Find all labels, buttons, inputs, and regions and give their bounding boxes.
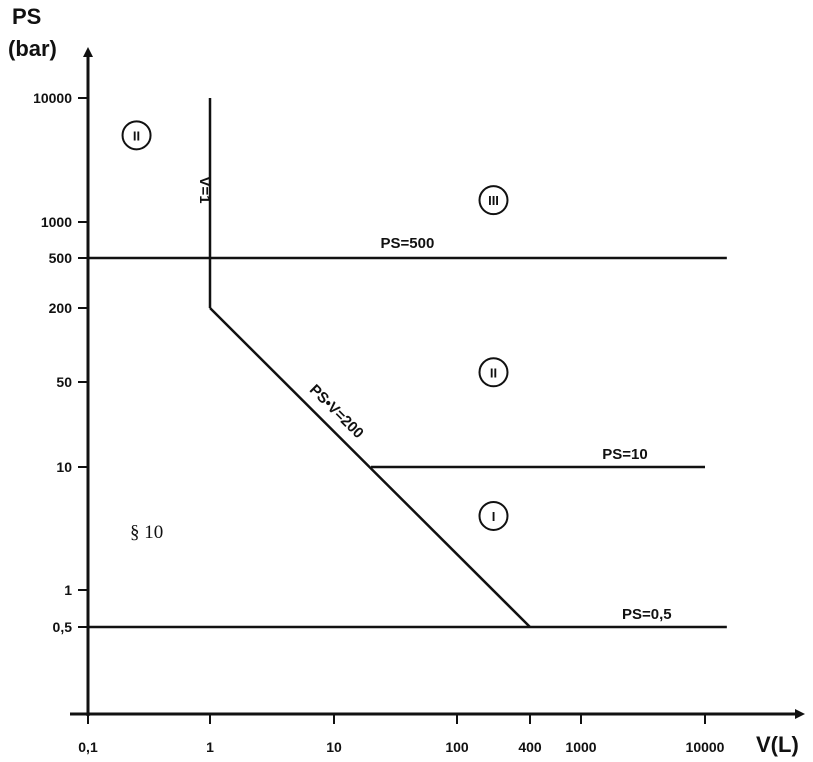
x-tick-label: 100 [445,739,469,755]
zone-circle [478,357,509,388]
label-ps-10: PS=10 [602,446,647,463]
y-tick-label: 10 [56,459,72,475]
y-tick-label: 1000 [41,214,72,230]
x-tick-label: 400 [518,739,542,755]
zone-label: I [492,509,496,524]
y-axis-title-line1: PS [12,4,41,29]
x-tick-label: 10 [326,739,342,755]
y-tick-label: 500 [49,250,73,266]
y-axis-title-line2: (bar) [8,36,57,61]
x-tick-label: 10000 [686,739,725,755]
y-tick-label: 200 [49,300,73,316]
zone-circle [478,500,509,531]
paragraph-annotation: § 10 [130,522,163,543]
zone-label: III [488,193,499,208]
zone-circle [121,120,152,151]
y-tick-label: 1 [64,582,72,598]
x-axis-title: V(L) [756,732,799,757]
label-ps-500: PS=500 [381,235,435,252]
label-v-1: V=1 [196,176,213,203]
y-tick-label: 50 [56,374,72,390]
x-tick-label: 1000 [565,739,596,755]
y-ticks: 0,5 1 10 50 200 500 1000 10000 [33,90,88,635]
line-ps-v-200 [209,307,531,628]
x-tick-label: 1 [206,739,214,755]
zone-label: II [133,128,140,143]
zone-circle [478,185,509,216]
y-tick-label: 0,5 [53,619,73,635]
label-ps-0-5: PS=0,5 [622,606,672,623]
y-tick-label: 10000 [33,90,72,106]
x-ticks: 0,1 1 10 100 400 1000 10000 [78,714,725,755]
zone-label: II [490,365,497,380]
x-tick-label: 0,1 [78,739,98,755]
